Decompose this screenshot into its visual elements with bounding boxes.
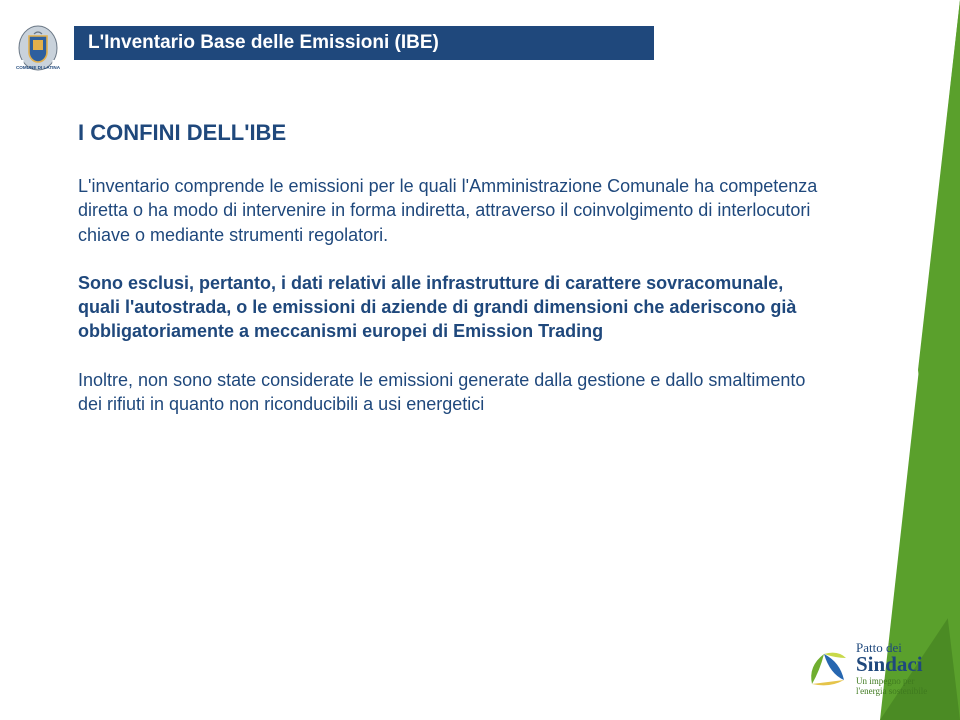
covenant-line-2: Sindaci <box>856 654 927 675</box>
covenant-logo: Patto dei Sindaci Un impegno per l'energ… <box>806 632 946 706</box>
content-para-1: L'inventario comprende le emissioni per … <box>78 174 818 247</box>
covenant-sub: Un impegno per l'energia sostenibile <box>856 677 927 697</box>
header-title: L'Inventario Base delle Emissioni (IBE) <box>88 32 439 54</box>
logo-caption: COMUNE DI LATINA <box>16 65 61 70</box>
slide-root: L'Inventario Base delle Emissioni (IBE) … <box>0 0 960 720</box>
shield-icon: COMUNE DI LATINA <box>14 20 62 76</box>
leaf-icon <box>806 648 848 690</box>
content-para-2: Sono esclusi, pertanto, i dati relativi … <box>78 271 818 344</box>
content-para-3: Inoltre, non sono state considerate le e… <box>78 368 818 417</box>
header-bar: L'Inventario Base delle Emissioni (IBE) <box>74 26 654 60</box>
decorative-wedge <box>850 0 960 720</box>
covenant-text: Patto dei Sindaci Un impegno per l'energ… <box>856 641 927 697</box>
content-heading: I CONFINI DELL'IBE <box>78 120 818 146</box>
municipality-logo: COMUNE DI LATINA <box>14 20 62 76</box>
content-area: I CONFINI DELL'IBE L'inventario comprend… <box>78 120 818 440</box>
